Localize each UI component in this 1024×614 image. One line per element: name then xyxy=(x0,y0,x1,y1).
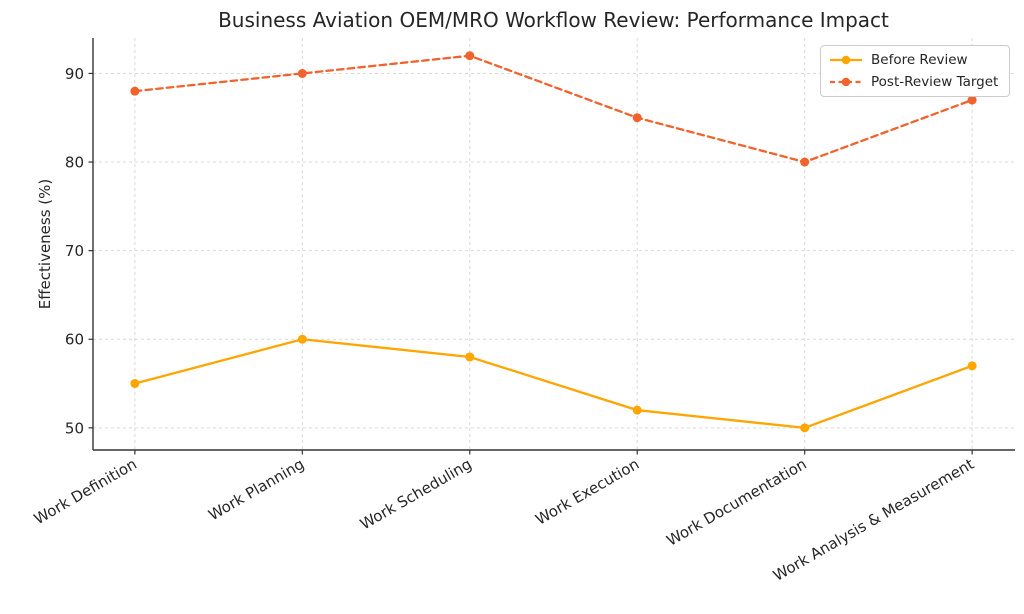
legend-item-before-review: Before Review xyxy=(829,50,1001,70)
data-point-before-review-work-definition xyxy=(130,379,140,389)
x-tick-label-work-documentation: Work Documentation xyxy=(664,455,810,550)
data-point-before-review-work-analysis-measurement xyxy=(967,361,977,371)
data-point-before-review-work-documentation xyxy=(800,423,810,433)
x-tick-label-work-definition: Work Definition xyxy=(31,455,140,528)
data-point-post-review-target-work-definition xyxy=(130,86,140,96)
y-tick-label: 90 xyxy=(65,65,84,83)
y-tick-label: 50 xyxy=(65,419,84,437)
legend-label-before-review: Before Review xyxy=(871,52,968,68)
data-point-post-review-target-work-documentation xyxy=(800,157,810,167)
data-point-post-review-target-work-planning xyxy=(297,68,307,78)
y-axis-title: Effectiveness (%) xyxy=(36,179,54,310)
legend: Before Review Post-Review Target xyxy=(820,45,1010,97)
series-line-before-review xyxy=(133,338,974,430)
data-point-post-review-target-work-analysis-measurement xyxy=(967,95,977,105)
legend-line-sample-dashed-icon xyxy=(830,77,862,87)
x-tick-label-work-execution: Work Execution xyxy=(532,455,642,529)
chart-title: Business Aviation OEM/MRO Workflow Revie… xyxy=(218,8,889,32)
y-tick-label: 70 xyxy=(65,242,84,260)
legend-item-post-review-target: Post-Review Target xyxy=(829,72,1001,92)
x-tick-label-work-scheduling: Work Scheduling xyxy=(357,455,475,533)
data-point-post-review-target-work-scheduling xyxy=(465,51,475,61)
data-point-before-review-work-scheduling xyxy=(465,352,475,362)
y-tick-label: 60 xyxy=(65,331,84,349)
series-line-post-review-target xyxy=(133,54,974,164)
y-tick-label: 80 xyxy=(65,154,84,172)
data-point-before-review-work-execution xyxy=(632,405,642,415)
legend-label-post-review-target: Post-Review Target xyxy=(871,74,999,90)
x-tick-label-work-planning: Work Planning xyxy=(205,455,307,524)
data-point-post-review-target-work-execution xyxy=(632,113,642,123)
data-point-before-review-work-planning xyxy=(297,334,307,344)
legend-line-sample-solid-icon xyxy=(830,55,862,65)
